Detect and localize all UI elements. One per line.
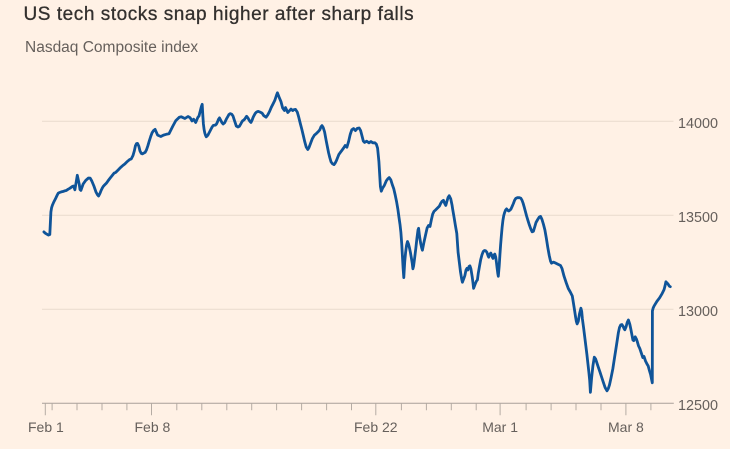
svg-text:14000: 14000 bbox=[678, 116, 718, 132]
svg-text:12500: 12500 bbox=[678, 398, 718, 414]
svg-text:Mar 1: Mar 1 bbox=[482, 419, 518, 435]
svg-text:Feb 22: Feb 22 bbox=[354, 419, 398, 435]
svg-text:13500: 13500 bbox=[678, 210, 718, 226]
svg-text:Feb 8: Feb 8 bbox=[134, 419, 170, 435]
svg-text:Feb 1: Feb 1 bbox=[28, 419, 64, 435]
svg-text:13000: 13000 bbox=[678, 304, 718, 320]
svg-text:Mar 8: Mar 8 bbox=[608, 419, 644, 435]
